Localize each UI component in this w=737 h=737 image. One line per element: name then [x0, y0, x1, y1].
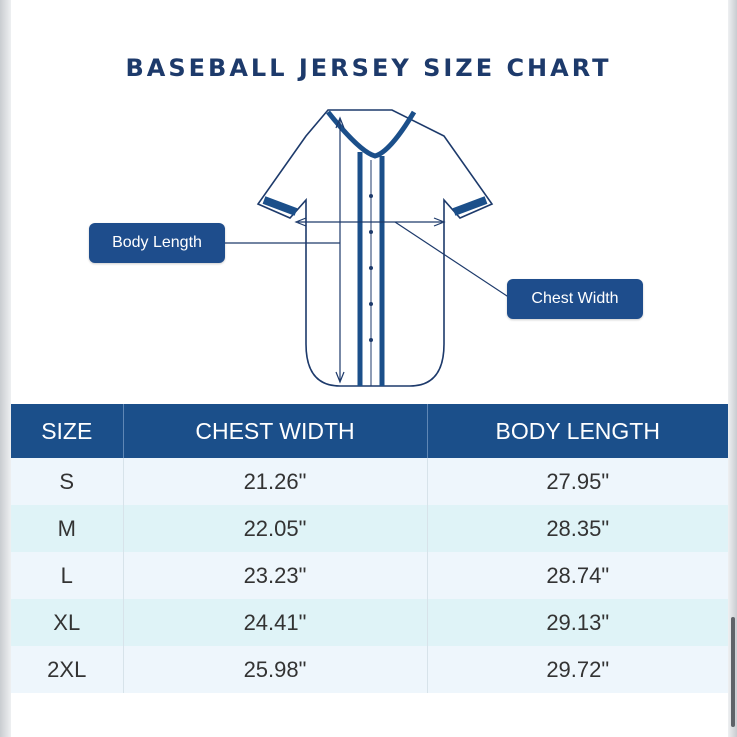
table-row: 2XL 25.98" 29.72" [11, 646, 728, 693]
cell-size: S [11, 458, 124, 505]
cell-chest-width: 25.98" [123, 646, 428, 693]
cell-body-length: 29.72" [427, 646, 728, 693]
body-length-callout: Body Length [89, 223, 225, 263]
chart-title: BASEBALL JERSEY SIZE CHART [125, 54, 612, 82]
chest-width-callout: Chest Width [507, 279, 643, 319]
image-frame-right [728, 0, 737, 737]
table-row: XL 24.41" 29.13" [11, 599, 728, 646]
jersey-illustration [256, 109, 494, 387]
scrollbar-thumb[interactable] [731, 617, 735, 727]
table-row: L 23.23" 28.74" [11, 552, 728, 599]
cell-chest-width: 24.41" [123, 599, 428, 646]
cell-body-length: 28.35" [427, 505, 728, 552]
cell-size: XL [11, 599, 124, 646]
cell-size: M [11, 505, 124, 552]
cell-chest-width: 21.26" [123, 458, 428, 505]
table-header-row: SIZE CHEST WIDTH BODY LENGTH [11, 404, 728, 458]
header-chest-width: CHEST WIDTH [123, 404, 428, 458]
cell-size: L [11, 552, 124, 599]
size-table: SIZE CHEST WIDTH BODY LENGTH S 21.26" 27… [11, 404, 728, 693]
cell-body-length: 27.95" [427, 458, 728, 505]
image-frame-left [0, 0, 11, 737]
table-row: M 22.05" 28.35" [11, 505, 728, 552]
cell-chest-width: 22.05" [123, 505, 428, 552]
cell-body-length: 29.13" [427, 599, 728, 646]
table-row: S 21.26" 27.95" [11, 458, 728, 505]
cell-size: 2XL [11, 646, 124, 693]
cell-body-length: 28.74" [427, 552, 728, 599]
header-body-length: BODY LENGTH [427, 404, 728, 458]
cell-chest-width: 23.23" [123, 552, 428, 599]
header-size: SIZE [11, 404, 124, 458]
